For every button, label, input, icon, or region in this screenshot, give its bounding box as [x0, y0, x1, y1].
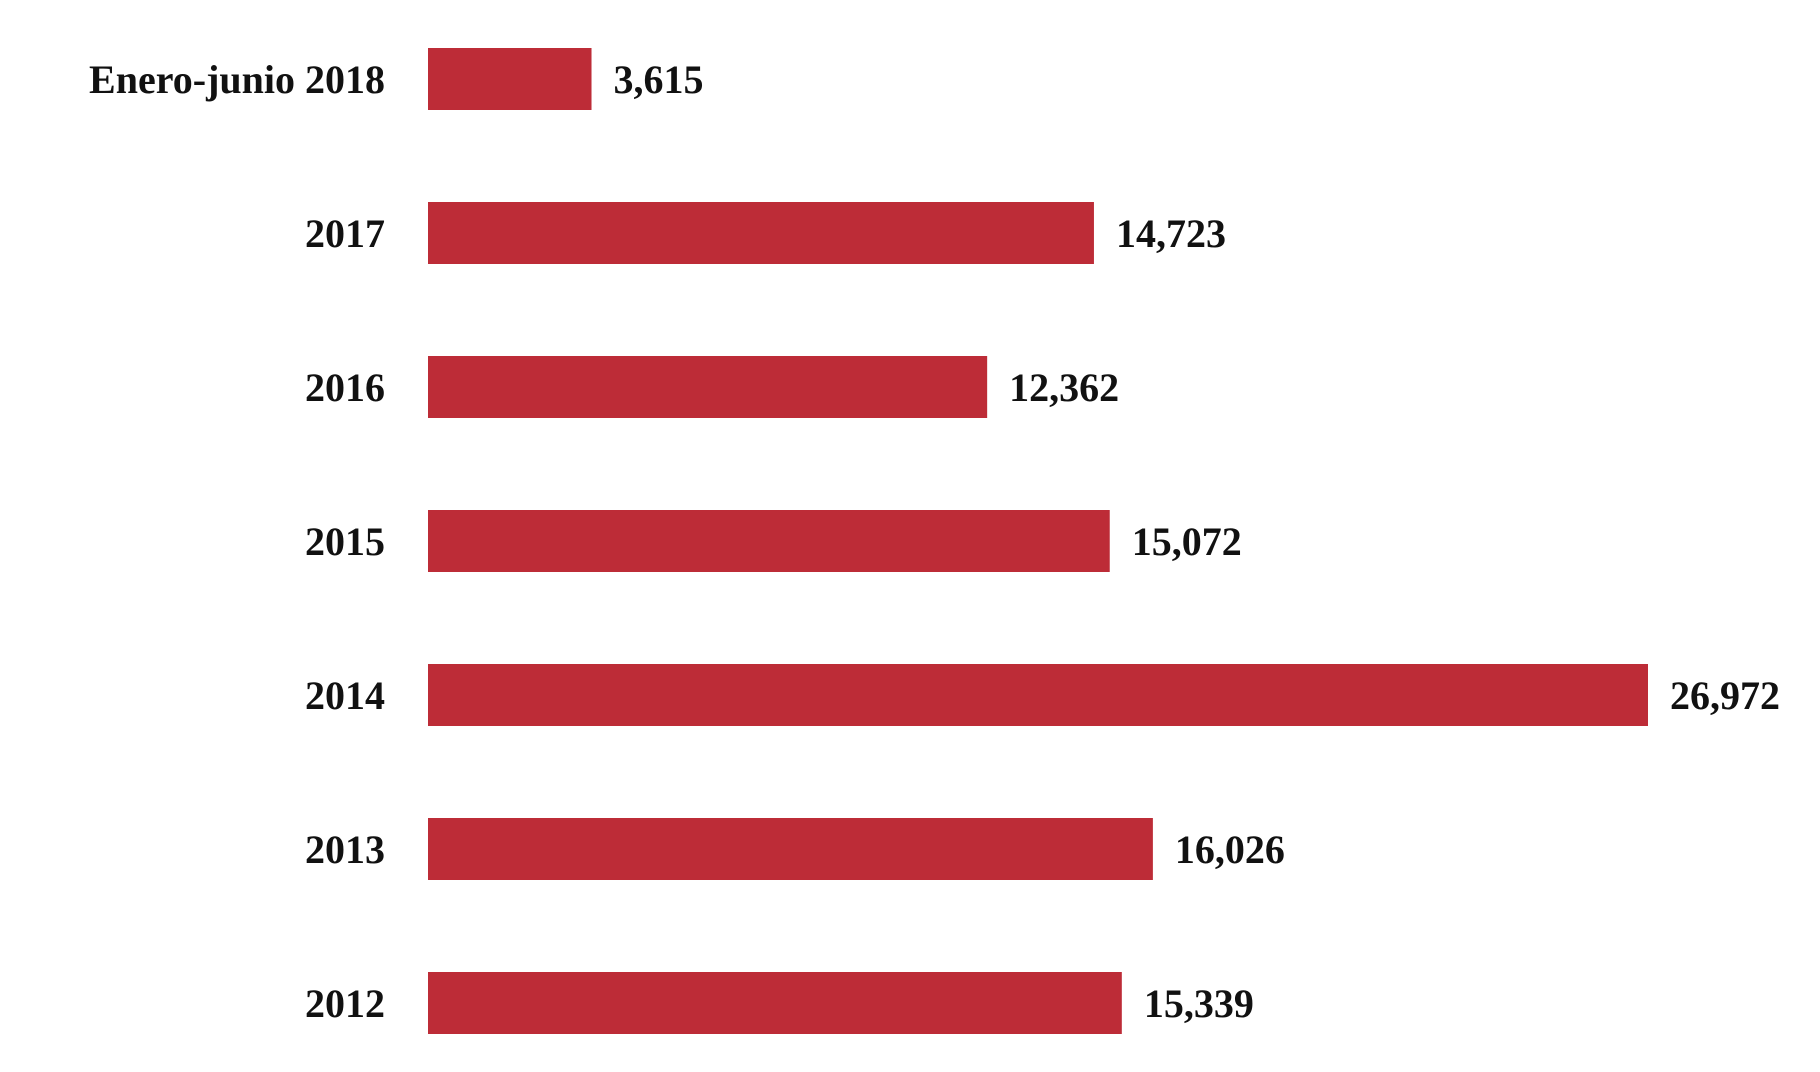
category-label-2015: 2015 [305, 519, 385, 564]
bar-2012 [428, 972, 1122, 1034]
bar-2013 [428, 818, 1153, 880]
value-label-2015: 15,072 [1132, 519, 1242, 564]
category-label-2012: 2012 [305, 981, 385, 1026]
value-label-2012: 15,339 [1144, 981, 1254, 1026]
value-label-2016: 12,362 [1009, 365, 1119, 410]
category-label-2013: 2013 [305, 827, 385, 872]
category-label-enero-junio-2018: Enero-junio 2018 [89, 57, 385, 102]
category-label-2016: 2016 [305, 365, 385, 410]
bar-2017 [428, 202, 1094, 264]
bar-enero-junio-2018 [428, 48, 592, 110]
value-label-2013: 16,026 [1175, 827, 1285, 872]
category-label-2014: 2014 [305, 673, 385, 718]
category-label-2017: 2017 [305, 211, 385, 256]
bar-2014 [428, 664, 1648, 726]
value-label-2017: 14,723 [1116, 211, 1226, 256]
value-label-enero-junio-2018: 3,615 [614, 57, 704, 102]
bar-2015 [428, 510, 1110, 572]
bar-2016 [428, 356, 988, 418]
value-label-2014: 26,972 [1670, 673, 1780, 718]
